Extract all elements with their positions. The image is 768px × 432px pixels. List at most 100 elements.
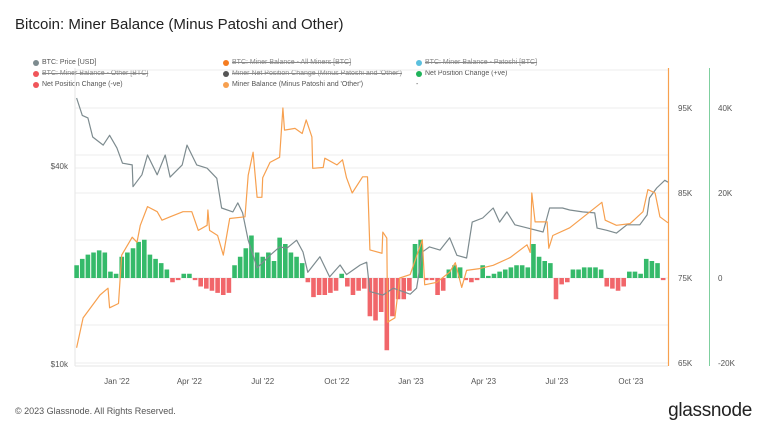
- net-change-tick-label: 40K: [718, 104, 733, 113]
- bar-positive: [266, 252, 271, 278]
- bar-positive: [643, 258, 649, 278]
- bar-positive: [497, 271, 502, 278]
- bar-positive: [130, 248, 136, 278]
- legend-label: Net Position Change (-ve): [42, 81, 123, 88]
- bar-negative: [469, 278, 474, 283]
- bar-negative: [175, 278, 181, 281]
- bar-positive: [119, 256, 125, 278]
- bar-positive: [113, 273, 119, 278]
- x-tick-label: Apr '22: [177, 377, 203, 386]
- bar-positive: [581, 267, 587, 278]
- bar-negative: [401, 278, 407, 300]
- bar-negative: [610, 278, 615, 289]
- bar-positive: [632, 271, 638, 278]
- bar-positive: [125, 252, 130, 278]
- bar-positive: [649, 261, 655, 278]
- bar-positive: [85, 254, 91, 278]
- bar-negative: [316, 278, 322, 295]
- bar-positive: [79, 258, 85, 278]
- legend-item[interactable]: BTC: Miner Balance - All Miners [BTC]: [223, 59, 351, 66]
- legend-label: BTC: Miner Balance - All Miners [BTC]: [232, 59, 352, 66]
- bar-positive: [181, 273, 187, 278]
- legend-item[interactable]: Net Position Change (+ve): [416, 70, 507, 77]
- bar-negative: [440, 278, 446, 291]
- legend-dot-icon: [33, 81, 39, 88]
- copyright: © 2023 Glassnode. All Rights Reserved.: [15, 406, 176, 416]
- x-tick-label: Jan '22: [104, 377, 130, 386]
- bar-positive: [542, 261, 548, 278]
- price-tick-label: $10k: [51, 360, 69, 369]
- bar-negative: [553, 278, 559, 300]
- bar-positive: [531, 244, 536, 278]
- bar-positive: [598, 269, 604, 278]
- net-position-bars: [74, 235, 666, 351]
- bar-negative: [463, 278, 469, 281]
- bar-positive: [277, 237, 282, 278]
- bar-negative: [209, 278, 215, 291]
- bar-negative: [407, 278, 412, 291]
- bar-negative: [621, 278, 626, 287]
- bar-positive: [480, 265, 485, 278]
- bar-negative: [311, 278, 316, 298]
- legend-label: -: [416, 81, 419, 88]
- legend-dot-icon: [416, 59, 422, 66]
- legend-item[interactable]: BTC: Price [USD]: [33, 59, 96, 66]
- bar-positive: [91, 252, 96, 278]
- bar-negative: [373, 278, 378, 321]
- bar-negative: [322, 278, 328, 295]
- bar-negative: [564, 278, 570, 283]
- x-tick-label: Jan '23: [398, 377, 424, 386]
- legend-item[interactable]: -: [416, 81, 418, 88]
- balance-tick-label: 85K: [678, 189, 693, 198]
- glassnode-logo[interactable]: glassnode: [668, 400, 752, 421]
- legend-item[interactable]: BTC: Miner Balance - Other [BTC]: [33, 70, 148, 77]
- bar-negative: [198, 278, 203, 287]
- bar-positive: [491, 273, 497, 278]
- bar-positive: [158, 263, 164, 278]
- bar-positive: [587, 267, 593, 278]
- axes: Jan '22 Apr '22 Jul '22 Oct '22 Jan '23 Apr '…: [51, 68, 736, 386]
- bar-negative: [390, 278, 395, 317]
- net-change-tick-label: 0: [718, 274, 723, 283]
- bar-negative: [559, 278, 564, 285]
- legend-label: Miner Balance (Minus Patoshi and 'Other'…: [232, 81, 364, 88]
- bar-positive: [96, 250, 102, 278]
- legend-dot-icon: [33, 70, 39, 77]
- legend-item[interactable]: Net Position Change (-ve): [33, 81, 123, 88]
- bar-positive: [638, 273, 643, 278]
- btc-price-line: [76, 97, 669, 296]
- bar-positive: [243, 248, 249, 278]
- bar-negative: [350, 278, 356, 295]
- bar-negative: [226, 278, 232, 293]
- bar-positive: [299, 263, 305, 278]
- bar-positive: [237, 256, 243, 278]
- legend-item[interactable]: Miner Net Position Change (Minus Patoshi…: [223, 70, 402, 77]
- bar-positive: [548, 263, 553, 278]
- balance-tick-label: 65K: [678, 359, 693, 368]
- bar-negative: [474, 278, 480, 281]
- legend-label: BTC: Miner Balance - Patoshi [BTC]: [425, 59, 538, 66]
- bar-positive: [164, 269, 170, 278]
- x-tick-label: Oct '23: [618, 377, 644, 386]
- chart-title: Bitcoin: Miner Balance (Minus Patoshi an…: [15, 16, 344, 33]
- bar-positive: [486, 275, 491, 278]
- legend-label: Net Position Change (+ve): [425, 70, 508, 77]
- bar-positive: [271, 261, 277, 278]
- legend-item[interactable]: BTC: Miner Balance - Patoshi [BTC]: [416, 59, 537, 66]
- bar-negative: [660, 278, 666, 281]
- bar-positive: [282, 244, 288, 278]
- bar-negative: [384, 278, 390, 351]
- legend-dot-icon: [416, 70, 422, 77]
- bar-positive: [446, 269, 452, 278]
- bar-positive: [627, 271, 632, 278]
- bar-positive: [249, 235, 254, 278]
- bar-negative: [429, 278, 435, 281]
- bar-positive: [525, 267, 531, 278]
- bar-negative: [356, 278, 361, 291]
- bar-positive: [187, 273, 192, 278]
- bar-negative: [345, 278, 350, 287]
- bar-positive: [288, 252, 294, 278]
- bar-negative: [604, 278, 610, 287]
- legend-item[interactable]: Miner Balance (Minus Patoshi and 'Other'…: [223, 81, 363, 88]
- net-change-tick-label: 20K: [718, 189, 733, 198]
